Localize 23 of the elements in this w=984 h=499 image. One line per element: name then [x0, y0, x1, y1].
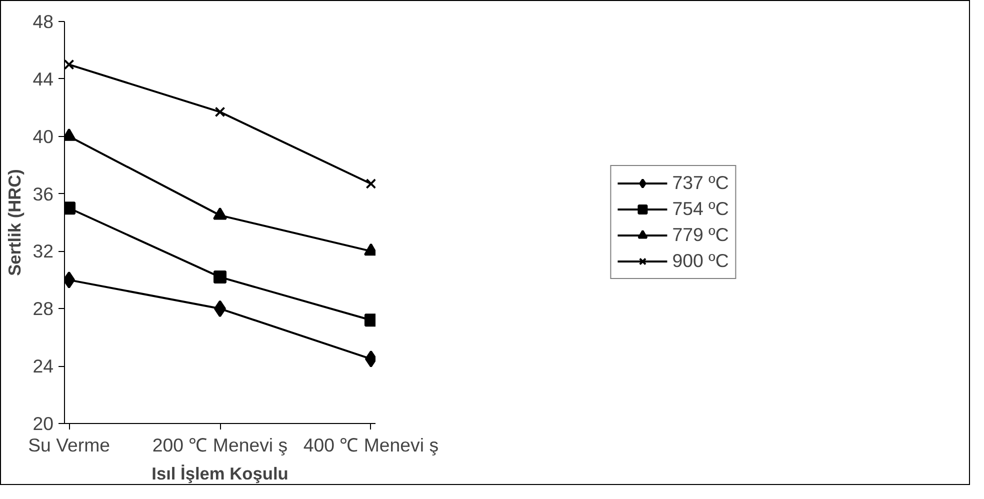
x-tick-label: Su Verme: [28, 434, 110, 456]
y-axis-title: Sertlik (HRC): [4, 169, 25, 276]
y-tick-label: 44: [32, 68, 54, 90]
legend-label: 900 ºC: [672, 250, 729, 272]
y-tick-label: 40: [32, 126, 54, 147]
y-tick-label: 24: [32, 356, 54, 377]
point: [64, 59, 74, 70]
point: [214, 270, 226, 284]
y-tick-label: 48: [32, 11, 54, 32]
y-tick-label: 32: [32, 240, 54, 262]
point: [214, 106, 226, 118]
y-tick-label: 36: [32, 183, 54, 204]
y-tick-label: 20: [32, 413, 54, 434]
point: [366, 178, 376, 189]
legend-label: 754 ºC: [672, 198, 729, 220]
point: [64, 202, 76, 215]
legend-label: 779 ºC: [672, 224, 729, 246]
point: [364, 314, 376, 327]
x-tick-label: 400 ℃ Menevi ş: [303, 434, 439, 456]
legend-label: 737 ºC: [672, 172, 729, 194]
x-axis-title: Isıl İşlem Koşulu: [152, 464, 288, 484]
y-tick-label: 28: [32, 298, 54, 320]
x-tick-label: 200 ℃ Menevi ş: [152, 434, 288, 456]
